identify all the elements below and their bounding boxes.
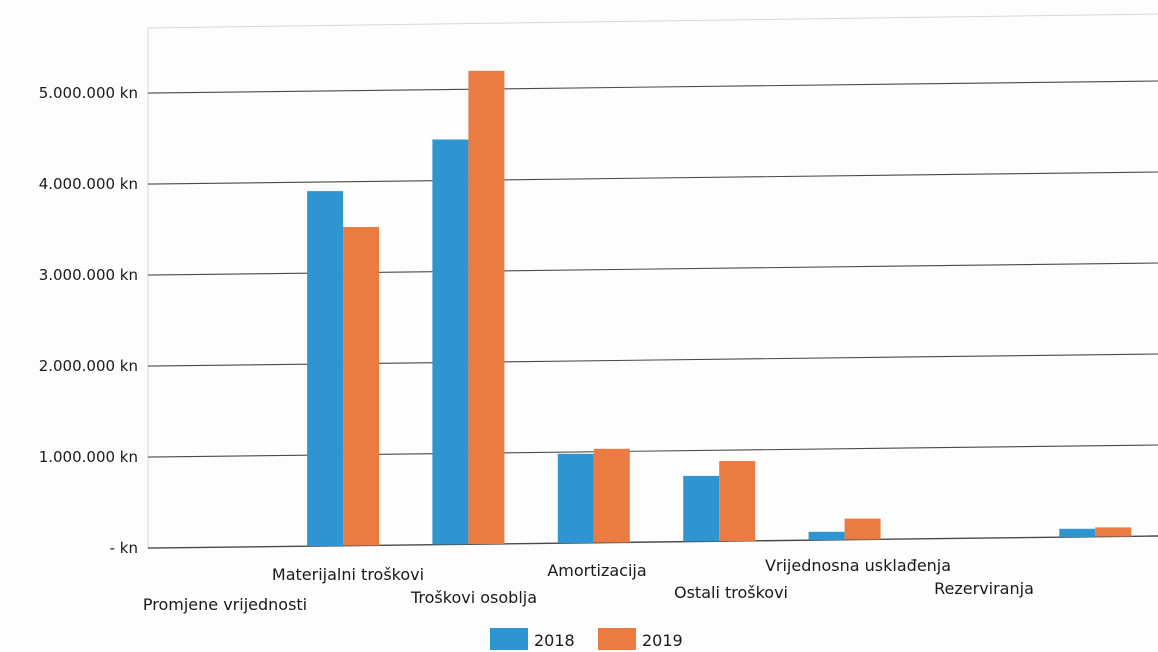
x-tick-label: Promjene vrijednosti [143,595,307,614]
bar-2019-3 [468,70,505,545]
bar-2018-8 [1059,528,1096,537]
legend-swatch-2019 [598,628,636,650]
x-tick-label: Ostali troškovi [674,583,788,602]
legend: 2018 2019 [490,628,683,650]
x-axis-category-labels: Promjene vrijednosti Materijalni troškovi… [143,556,1034,614]
bar-2018-2 [307,191,344,546]
gridline [147,444,1158,458]
bar-2018-4 [557,453,594,543]
y-tick-label: 2.000.000 kn [39,357,138,375]
bar-2019-5 [719,461,756,542]
x-tick-label: Vrijednosna usklađenja [765,556,951,575]
y-tick-label: 3.000.000 kn [39,266,138,284]
bar-2018-3 [432,139,469,545]
bar-2019-8 [1095,527,1132,537]
legend-swatch-2018 [490,628,528,650]
legend-label-2018: 2018 [534,631,575,650]
gridlines [147,13,1158,549]
bar-2019-2 [343,227,380,546]
plot-frame-top [147,13,1158,29]
gridline [147,80,1158,94]
bar-2018-6 [808,531,845,540]
x-tick-label: Amortizacija [547,561,646,580]
bar-2018-5 [683,475,720,542]
gridline [147,353,1158,367]
x-tick-label: Materijalni troškovi [272,565,424,584]
gridline [147,535,1158,549]
bars [307,70,1132,546]
gridline [147,171,1158,185]
y-tick-label: - kn [110,539,138,557]
x-tick-label: Rezerviranja [934,579,1034,598]
y-tick-label: 4.000.000 kn [39,175,138,193]
bar-2019-6 [844,518,881,540]
x-tick-label: Troškovi osoblja [410,588,537,607]
legend-label-2019: 2019 [642,631,683,650]
bar-2019-4 [593,448,630,543]
y-tick-label: 1.000.000 kn [39,448,138,466]
gridline [147,262,1158,276]
y-tick-label: 5.000.000 kn [39,84,138,102]
y-axis-ticks: - kn 1.000.000 kn 2.000.000 kn 3.000.000 kn… [39,84,138,557]
